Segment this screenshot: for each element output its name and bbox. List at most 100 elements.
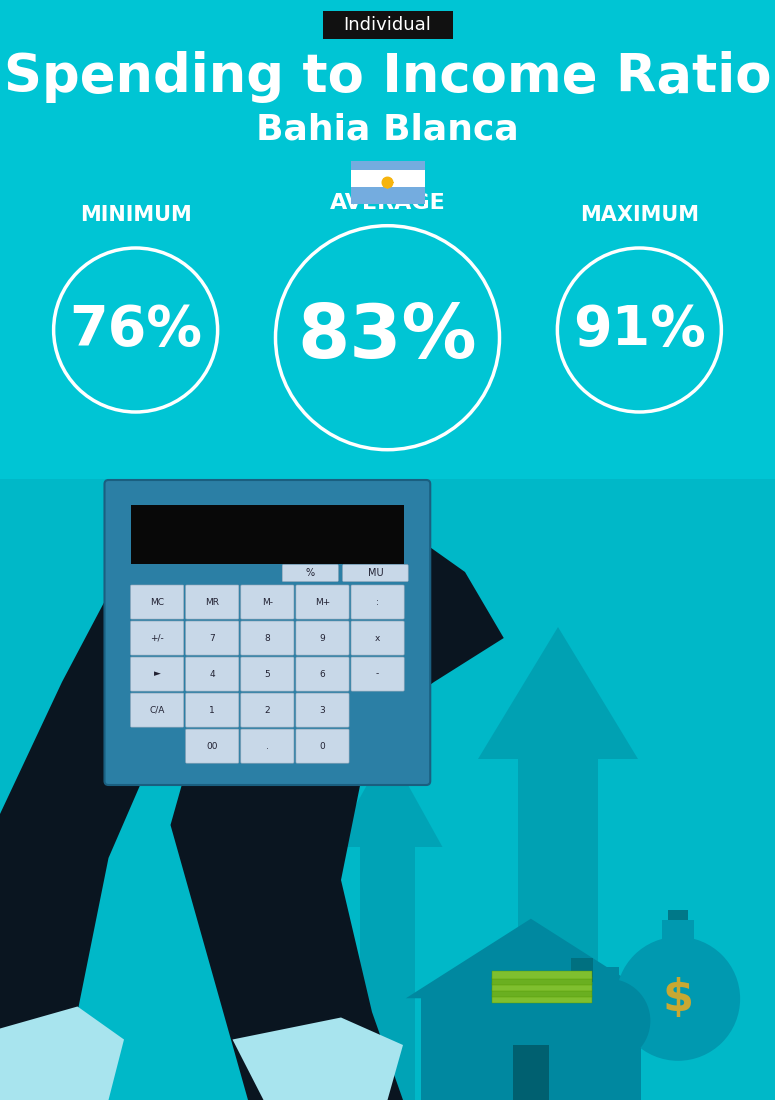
Bar: [513, 1045, 549, 1100]
Bar: [131, 505, 404, 564]
Polygon shape: [406, 918, 656, 999]
FancyArrow shape: [382, 183, 388, 185]
Bar: [350, 187, 425, 205]
Text: Individual: Individual: [343, 16, 432, 34]
FancyBboxPatch shape: [130, 621, 184, 656]
Polygon shape: [0, 1006, 124, 1100]
Text: 2: 2: [264, 705, 270, 715]
FancyBboxPatch shape: [351, 657, 405, 691]
FancyBboxPatch shape: [241, 729, 294, 763]
Text: 1: 1: [209, 705, 215, 715]
FancyBboxPatch shape: [105, 480, 430, 785]
FancyArrow shape: [388, 183, 390, 188]
Bar: [421, 999, 641, 1100]
Circle shape: [567, 979, 650, 1063]
FancyBboxPatch shape: [296, 693, 349, 727]
FancyArrow shape: [385, 183, 388, 188]
Text: ►: ►: [153, 670, 160, 679]
FancyBboxPatch shape: [241, 657, 294, 691]
Circle shape: [616, 937, 740, 1060]
Polygon shape: [170, 528, 504, 1100]
FancyArrow shape: [385, 177, 388, 183]
Bar: [0, 478, 775, 1100]
Bar: [492, 977, 592, 986]
Text: C/A: C/A: [150, 705, 165, 715]
Text: 8: 8: [264, 634, 270, 642]
Bar: [350, 161, 425, 178]
Bar: [571, 958, 593, 999]
FancyArrow shape: [388, 183, 392, 187]
Text: x: x: [375, 634, 381, 642]
FancyBboxPatch shape: [186, 693, 239, 727]
Polygon shape: [478, 627, 638, 759]
FancyBboxPatch shape: [241, 585, 294, 619]
Text: MC: MC: [150, 597, 164, 606]
FancyBboxPatch shape: [351, 621, 405, 656]
Text: 91%: 91%: [573, 302, 706, 358]
Text: 00: 00: [206, 741, 218, 750]
FancyBboxPatch shape: [186, 621, 239, 656]
FancyBboxPatch shape: [296, 657, 349, 691]
Bar: [492, 989, 592, 998]
FancyArrow shape: [382, 180, 388, 183]
Text: -: -: [376, 670, 379, 679]
FancyBboxPatch shape: [282, 564, 338, 582]
Bar: [492, 996, 592, 1003]
FancyArrow shape: [388, 177, 390, 183]
FancyBboxPatch shape: [296, 729, 349, 763]
Text: MAXIMUM: MAXIMUM: [580, 205, 699, 225]
Text: M+: M+: [315, 597, 330, 606]
Text: Bahia Blanca: Bahia Blanca: [256, 113, 519, 146]
Text: .: .: [266, 741, 269, 750]
Text: +/-: +/-: [150, 634, 164, 642]
FancyArrow shape: [388, 178, 392, 183]
Text: MR: MR: [205, 597, 219, 606]
Text: 9: 9: [319, 634, 325, 642]
Polygon shape: [0, 484, 372, 1100]
Bar: [492, 983, 592, 991]
Polygon shape: [332, 748, 443, 847]
Polygon shape: [232, 1018, 403, 1100]
Text: MINIMUM: MINIMUM: [80, 205, 191, 225]
Bar: [518, 759, 598, 1100]
FancyBboxPatch shape: [322, 11, 453, 40]
Text: $: $: [663, 977, 694, 1021]
Circle shape: [381, 176, 394, 188]
FancyBboxPatch shape: [130, 693, 184, 727]
Text: MU: MU: [367, 568, 383, 579]
FancyBboxPatch shape: [296, 585, 349, 619]
Text: Spending to Income Ratio: Spending to Income Ratio: [4, 51, 771, 103]
Bar: [598, 967, 619, 982]
FancyBboxPatch shape: [296, 621, 349, 656]
FancyBboxPatch shape: [241, 693, 294, 727]
Text: M-: M-: [262, 597, 273, 606]
Text: 6: 6: [319, 670, 325, 679]
FancyArrow shape: [388, 183, 393, 185]
Bar: [662, 920, 694, 942]
FancyBboxPatch shape: [186, 657, 239, 691]
FancyBboxPatch shape: [130, 657, 184, 691]
Text: 76%: 76%: [69, 302, 202, 358]
Text: 83%: 83%: [298, 301, 477, 374]
Text: 4: 4: [209, 670, 215, 679]
Text: 3: 3: [319, 705, 325, 715]
Text: 5: 5: [264, 670, 270, 679]
FancyBboxPatch shape: [351, 585, 405, 619]
FancyBboxPatch shape: [186, 585, 239, 619]
FancyBboxPatch shape: [343, 564, 408, 582]
FancyBboxPatch shape: [186, 729, 239, 763]
Text: 7: 7: [209, 634, 215, 642]
FancyBboxPatch shape: [130, 585, 184, 619]
Bar: [350, 169, 425, 187]
FancyArrow shape: [383, 178, 388, 183]
FancyArrow shape: [387, 176, 388, 183]
FancyArrow shape: [388, 180, 393, 183]
Bar: [668, 910, 688, 920]
Text: %: %: [305, 568, 315, 579]
FancyBboxPatch shape: [241, 621, 294, 656]
Text: AVERAGE: AVERAGE: [329, 192, 446, 212]
FancyArrow shape: [383, 183, 388, 187]
Text: 0: 0: [319, 741, 325, 750]
FancyArrow shape: [387, 183, 388, 188]
Text: :: :: [376, 597, 379, 606]
